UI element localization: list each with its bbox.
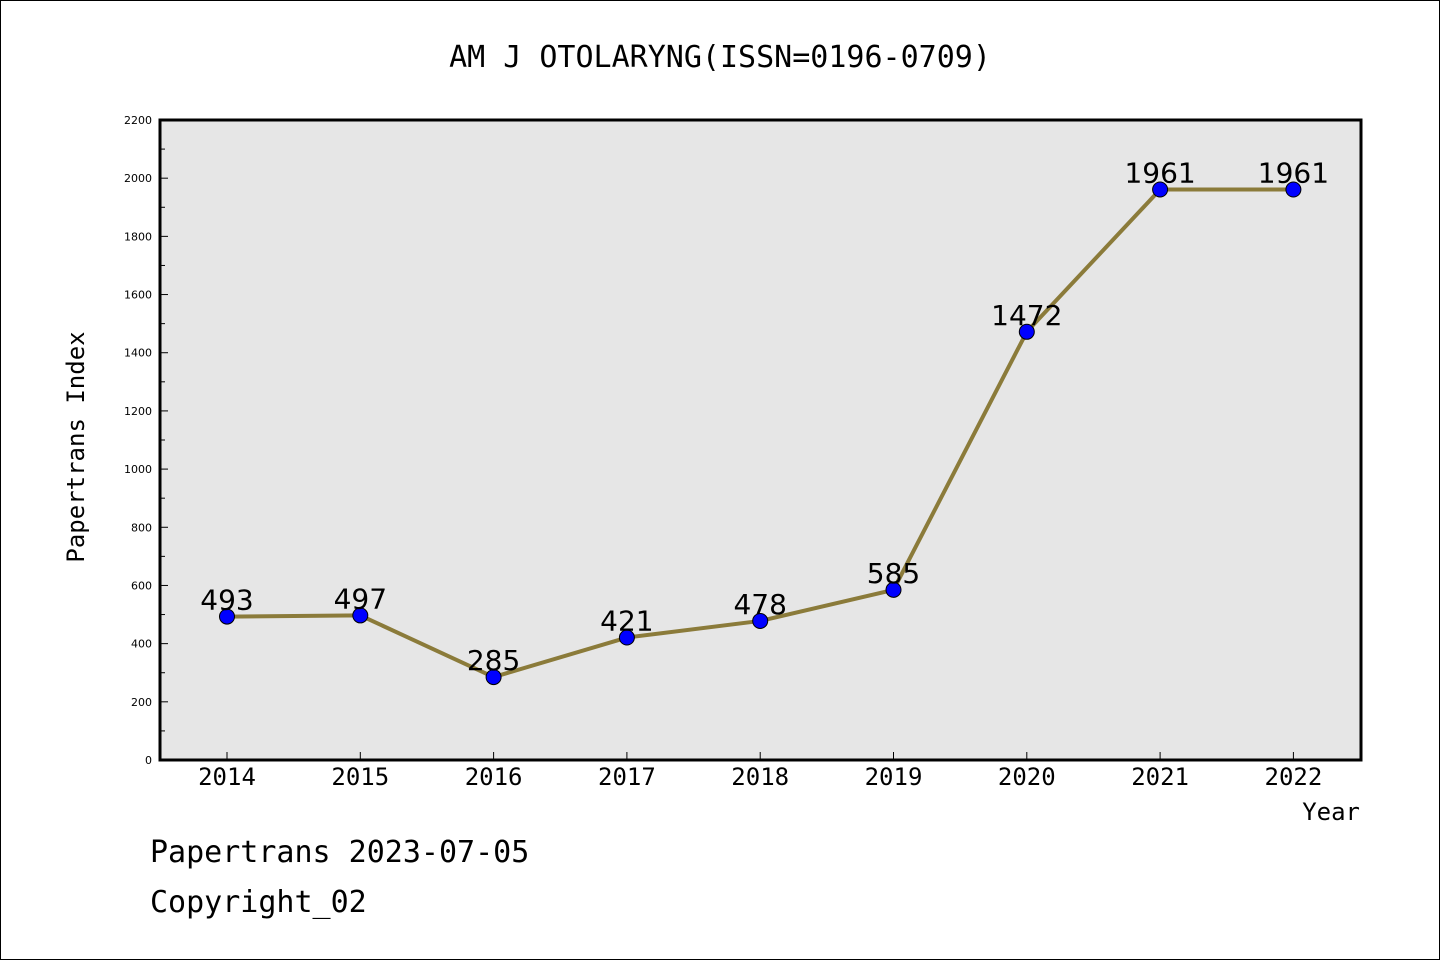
data-label: 1961 [1124, 157, 1195, 190]
y-tick-label: 1000 [124, 463, 152, 476]
data-label: 1961 [1258, 157, 1329, 190]
data-label: 493 [200, 584, 253, 617]
y-tick-label: 400 [131, 638, 152, 651]
data-label: 285 [467, 644, 520, 677]
y-tick-label: 800 [131, 521, 152, 534]
data-label: 585 [867, 557, 920, 590]
footer-copyright: Copyright_02 [150, 885, 367, 920]
x-tick-label: 2015 [331, 763, 389, 791]
data-label: 421 [600, 605, 653, 638]
x-axis-ticks: 2014 2015 2016 2017 2018 2019 2020 2021 2022 [198, 752, 1322, 791]
data-point [752, 612, 769, 629]
data-point [219, 608, 235, 625]
data-point [618, 629, 635, 646]
plot-area [158, 118, 1363, 762]
x-tick-label: 2020 [998, 763, 1056, 791]
data-point [485, 669, 502, 686]
data-point [885, 581, 902, 598]
y-tick-label: 2200 [124, 114, 152, 127]
y-axis-label: Papertrans Index [62, 331, 90, 562]
x-tick-label: 2019 [865, 763, 923, 791]
y-tick-label: 1800 [124, 230, 152, 243]
y-tick-label: 200 [131, 696, 152, 709]
footer-date: Papertrans 2023-07-05 [150, 835, 530, 870]
data-label: 478 [733, 588, 786, 621]
x-tick-label: 2014 [198, 763, 256, 791]
x-tick-label: 2017 [598, 763, 656, 791]
y-tick-label: 1400 [124, 347, 152, 360]
y-tick-label: 1600 [124, 289, 152, 302]
x-axis-label: Year [1302, 798, 1360, 826]
data-label: 497 [334, 582, 387, 615]
y-tick-label: 1200 [124, 405, 152, 418]
x-tick-label: 2021 [1131, 763, 1189, 791]
y-tick-label: 2000 [124, 172, 152, 185]
series-group: 493 497 285 421 478 585 1472 1961 1961 [200, 157, 1329, 686]
y-axis-ticks: 0 200 400 600 800 1000 1200 1400 1600 1800 2000 220… [124, 114, 168, 767]
y-tick-label: 0 [145, 754, 152, 767]
x-tick-label: 2022 [1265, 763, 1323, 791]
data-point [352, 607, 369, 624]
y-tick-label: 600 [131, 579, 152, 592]
data-point [1018, 323, 1035, 340]
data-label: 1472 [991, 299, 1062, 332]
x-tick-label: 2016 [465, 763, 523, 791]
data-point [1152, 181, 1169, 198]
x-tick-label: 2018 [731, 763, 789, 791]
data-point [1285, 181, 1302, 198]
chart-title: AM J OTOLARYNG(ISSN=0196-0709) [449, 40, 991, 75]
